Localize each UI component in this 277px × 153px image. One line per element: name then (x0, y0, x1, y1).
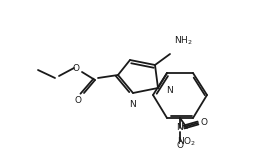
Text: O: O (176, 142, 183, 151)
Text: N: N (166, 86, 173, 95)
Text: NH$_2$: NH$_2$ (174, 34, 193, 47)
Text: N: N (130, 100, 136, 109)
Text: N: N (177, 123, 183, 132)
Text: NO$_2$: NO$_2$ (177, 135, 197, 147)
Text: O: O (201, 118, 207, 127)
Text: O: O (73, 63, 79, 73)
Text: O: O (75, 95, 81, 104)
